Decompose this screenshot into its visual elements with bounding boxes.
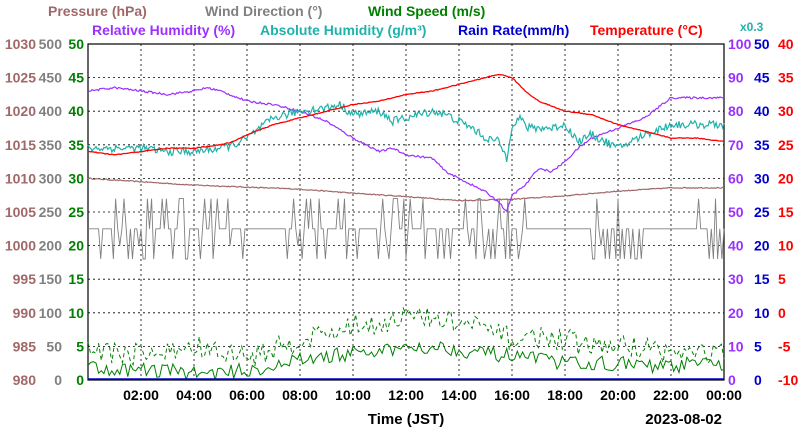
y-tick-rh: 50 xyxy=(728,204,744,220)
y-tick-pressure: 1000 xyxy=(5,238,36,254)
y-tick-rain: 45 xyxy=(754,70,770,86)
y-tick-wind_dir: 250 xyxy=(39,204,63,220)
y-tick-rh: 100 xyxy=(728,36,752,52)
y-tick-rh: 20 xyxy=(728,305,744,321)
y-tick-rh: 70 xyxy=(728,137,744,153)
legend-wind-direction: Wind Direction (°) xyxy=(205,3,322,19)
x-tick-label: 08:00 xyxy=(282,387,318,403)
y-tick-wind_dir: 50 xyxy=(46,338,62,354)
series-wind-speed xyxy=(87,341,725,382)
x-tick-label: 02:00 xyxy=(123,387,159,403)
y-tick-rh: 0 xyxy=(728,372,736,388)
y-tick-wind_speed: 35 xyxy=(68,137,84,153)
y-tick-wind_speed: 0 xyxy=(76,372,84,388)
y-tick-pressure: 1005 xyxy=(5,204,36,220)
abs-humidity-scale-note: x0.3 xyxy=(740,20,764,34)
y-tick-wind_dir: 350 xyxy=(39,137,63,153)
y-tick-pressure: 985 xyxy=(13,338,37,354)
y-tick-rh: 40 xyxy=(728,238,744,254)
x-axis-labels: 02:00 04:00 06:00 08:00 10:00 12:00 14:00 16:00… xyxy=(123,387,742,403)
series-wind-gust xyxy=(87,306,725,367)
y-axis-labels: 1030102510201015101010051000995990985980… xyxy=(5,36,799,388)
y-tick-rain: 15 xyxy=(754,271,770,287)
y-tick-temp: -10 xyxy=(778,372,798,388)
y-tick-pressure: 1025 xyxy=(5,70,36,86)
series-temperature xyxy=(88,73,724,156)
y-tick-pressure: 1020 xyxy=(5,103,36,119)
y-tick-temp: 25 xyxy=(778,137,794,153)
y-tick-pressure: 1015 xyxy=(5,137,36,153)
y-tick-wind_dir: 100 xyxy=(39,305,63,321)
y-tick-temp: 15 xyxy=(778,204,794,220)
legend-temperature: Temperature (°C) xyxy=(590,22,703,38)
y-tick-rh: 30 xyxy=(728,271,744,287)
y-tick-rain: 35 xyxy=(754,137,770,153)
legend-pressure: Pressure (hPa) xyxy=(48,3,147,19)
y-tick-rain: 25 xyxy=(754,204,770,220)
y-tick-wind_dir: 200 xyxy=(39,238,63,254)
series-wind-direction xyxy=(88,198,725,260)
y-tick-rh: 80 xyxy=(728,103,744,119)
y-tick-wind_dir: 450 xyxy=(39,70,63,86)
y-tick-wind_speed: 40 xyxy=(68,103,84,119)
y-tick-rh: 10 xyxy=(728,338,744,354)
grid-lines xyxy=(88,44,724,380)
legend-relative-humidity: Relative Humidity (%) xyxy=(92,22,235,38)
y-tick-pressure: 980 xyxy=(13,372,37,388)
y-tick-rain: 20 xyxy=(754,238,770,254)
y-tick-temp: 40 xyxy=(778,36,794,52)
legend-absolute-humidity: Absolute Humidity (g/m³) xyxy=(260,22,426,38)
y-tick-wind_speed: 10 xyxy=(68,305,84,321)
series-relative-humidity xyxy=(87,86,725,213)
x-tick-label: 20:00 xyxy=(600,387,636,403)
y-tick-temp: 10 xyxy=(778,238,794,254)
y-tick-temp: 30 xyxy=(778,103,794,119)
x-tick-label: 06:00 xyxy=(229,387,265,403)
x-tick-label: 00:00 xyxy=(706,387,742,403)
y-tick-wind_speed: 45 xyxy=(68,70,84,86)
y-tick-wind_speed: 30 xyxy=(68,170,84,186)
legend-wind-speed: Wind Speed (m/s) xyxy=(368,3,485,19)
y-tick-rain: 10 xyxy=(754,305,770,321)
y-tick-temp: -5 xyxy=(778,338,791,354)
y-tick-pressure: 1030 xyxy=(5,36,36,52)
y-tick-wind_speed: 5 xyxy=(76,338,84,354)
x-tick-label: 16:00 xyxy=(494,387,530,403)
y-tick-wind_speed: 20 xyxy=(68,238,84,254)
y-tick-rain: 30 xyxy=(754,170,770,186)
y-tick-rain: 40 xyxy=(754,103,770,119)
y-tick-pressure: 1010 xyxy=(5,170,36,186)
y-tick-rain: 5 xyxy=(754,338,762,354)
y-tick-rh: 90 xyxy=(728,70,744,86)
series-group xyxy=(87,73,725,382)
y-tick-wind_speed: 50 xyxy=(68,36,84,52)
y-tick-wind_speed: 15 xyxy=(68,271,84,287)
y-tick-wind_dir: 150 xyxy=(39,271,63,287)
y-tick-pressure: 995 xyxy=(13,271,37,287)
y-tick-rh: 60 xyxy=(728,170,744,186)
y-tick-temp: 20 xyxy=(778,170,794,186)
y-tick-wind_dir: 0 xyxy=(54,372,62,388)
x-tick-label: 18:00 xyxy=(547,387,583,403)
legend-rain-rate: Rain Rate(mm/h) xyxy=(458,22,569,38)
y-tick-rain: 0 xyxy=(754,372,762,388)
x-axis-title: Time (JST) xyxy=(368,411,444,428)
x-tick-label: 12:00 xyxy=(388,387,424,403)
y-tick-pressure: 990 xyxy=(13,305,37,321)
x-tick-label: 04:00 xyxy=(176,387,212,403)
y-tick-rain: 50 xyxy=(754,36,770,52)
y-tick-wind_speed: 25 xyxy=(68,204,84,220)
series-pressure xyxy=(87,177,725,202)
y-tick-wind_dir: 500 xyxy=(39,36,63,52)
x-tick-label: 14:00 xyxy=(441,387,477,403)
y-tick-wind_dir: 400 xyxy=(39,103,63,119)
y-tick-wind_dir: 300 xyxy=(39,170,63,186)
y-tick-temp: 35 xyxy=(778,70,794,86)
y-tick-temp: 0 xyxy=(778,305,786,321)
x-tick-label: 22:00 xyxy=(653,387,689,403)
x-tick-label: 10:00 xyxy=(335,387,371,403)
chart-date: 2023-08-02 xyxy=(645,411,722,428)
y-tick-temp: 5 xyxy=(778,271,786,287)
